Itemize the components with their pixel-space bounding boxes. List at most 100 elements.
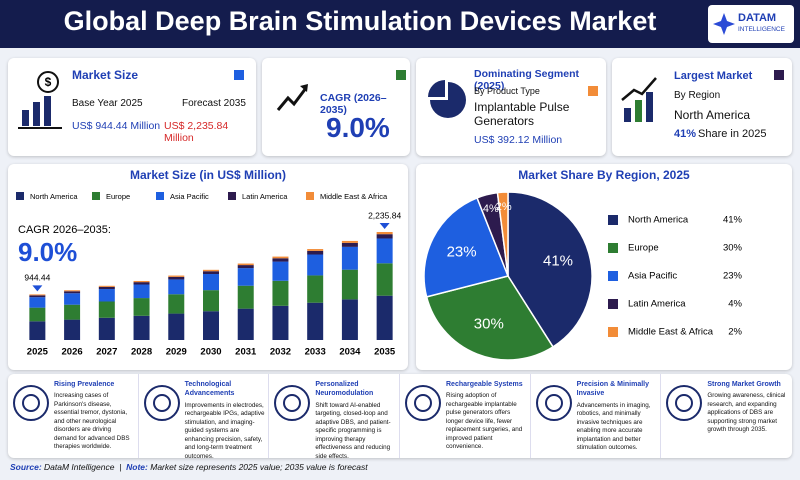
legend-swatch bbox=[608, 327, 618, 337]
footer-label: Note: bbox=[126, 462, 148, 472]
bar-segment bbox=[203, 271, 219, 275]
bar-segment bbox=[237, 265, 254, 269]
bar-segment bbox=[237, 268, 254, 286]
x-tick-label: 2025 bbox=[27, 347, 49, 358]
bar-segment bbox=[133, 284, 150, 299]
x-tick-label: 2033 bbox=[305, 347, 326, 358]
bar-segment bbox=[64, 293, 81, 305]
feature-text: Improvements in electrodes, rechargeable… bbox=[184, 401, 265, 460]
bar-segment bbox=[64, 304, 81, 320]
footer-note: Market size represents 2025 value; 2035 … bbox=[150, 462, 368, 472]
bar-segment bbox=[307, 275, 324, 303]
bar-segment bbox=[376, 295, 393, 340]
icon bbox=[428, 80, 466, 118]
logo-subtext: INTELLIGENCE bbox=[738, 26, 785, 33]
bar-segment bbox=[98, 301, 115, 318]
bar-segment bbox=[98, 289, 115, 302]
pie-panel: Market Share By Region, 2025 41% North Ame… bbox=[416, 164, 792, 370]
bar-segment bbox=[307, 249, 324, 251]
pie-chart: Market Share By Region, 2025 41% North Ame… bbox=[423, 168, 743, 361]
feature-title: Personalized Neuromodulation bbox=[315, 381, 374, 398]
swatch bbox=[774, 70, 784, 80]
x-tick-label: 2034 bbox=[339, 347, 361, 358]
legend-label: Asia Pacific bbox=[170, 192, 209, 201]
bar-segment bbox=[168, 276, 185, 280]
feature-body: Strong Market Growth Growing awareness, c… bbox=[707, 380, 788, 435]
bar-segment bbox=[29, 294, 46, 296]
bar-segment bbox=[341, 242, 358, 247]
bar-segment bbox=[133, 282, 150, 285]
bar-segment bbox=[29, 307, 46, 322]
swatch bbox=[396, 70, 406, 80]
page-title: Global Deep Brain Stimulation Devices Ma… bbox=[63, 6, 657, 36]
bar-segment bbox=[237, 263, 254, 266]
feature-title: Rising Prevalence bbox=[54, 381, 115, 388]
bar-segment bbox=[168, 275, 185, 277]
icon bbox=[276, 84, 308, 111]
feature-title: Precision & Minimally Invasive bbox=[576, 381, 650, 398]
feature-icon bbox=[405, 385, 441, 421]
total-marker bbox=[379, 223, 390, 230]
bar-segment bbox=[98, 285, 115, 287]
slice-label: 23% bbox=[447, 243, 477, 260]
legend-label: Middle East & Africa bbox=[320, 192, 388, 201]
legend-swatch bbox=[16, 192, 24, 200]
feature-text: Advancements in imaging, robotics, and m… bbox=[576, 401, 651, 452]
total-label: 2,235.84 bbox=[368, 210, 401, 220]
x-tick-label: 2031 bbox=[235, 347, 257, 358]
legend-label: Europe bbox=[628, 243, 659, 254]
bar-segment bbox=[307, 254, 324, 276]
bar-segment bbox=[64, 319, 81, 340]
bar-segment bbox=[307, 302, 324, 340]
annotation: 9.0% bbox=[18, 237, 77, 267]
total-marker bbox=[32, 285, 43, 292]
feature: Rechargeable Systems Rising adoption of r… bbox=[400, 374, 531, 458]
legend-value: 2% bbox=[728, 327, 742, 338]
kpi-label: Share in 2025 bbox=[698, 128, 767, 140]
icon bbox=[621, 77, 657, 122]
kpi-title: Dominating Segment (2025) bbox=[474, 68, 580, 92]
feature-title: Rechargeable Systems bbox=[446, 381, 523, 388]
logo-text: DATAM bbox=[738, 12, 777, 24]
feature-icon bbox=[535, 385, 572, 421]
legend-label: Middle East & Africa bbox=[628, 327, 714, 338]
bar-chart: Market Size (in US$ Million) North Americ… bbox=[16, 168, 401, 358]
bar-segment bbox=[272, 305, 289, 340]
bar-segment bbox=[376, 234, 393, 239]
bar-segment bbox=[203, 311, 219, 340]
header: Global Deep Brain Stimulation Devices Ma… bbox=[0, 0, 800, 48]
feature: Rising Prevalence Increasing cases of Par… bbox=[8, 374, 139, 458]
kpi-label: By Product Type bbox=[474, 86, 540, 96]
feature-body: Precision & Minimally Invasive Advancemen… bbox=[577, 380, 658, 453]
swatch bbox=[588, 86, 598, 96]
feature-text: Shift toward AI-enabled targeting, close… bbox=[315, 401, 391, 460]
x-tick-label: 2030 bbox=[200, 347, 221, 358]
bar-segment bbox=[341, 269, 358, 300]
feature-icon bbox=[13, 385, 49, 421]
feature-icon bbox=[274, 385, 311, 421]
feature-body: Rising Prevalence Increasing cases of Par… bbox=[54, 380, 135, 452]
legend-label: Europe bbox=[106, 192, 130, 201]
bar-segment bbox=[29, 297, 46, 308]
bar-segment bbox=[272, 258, 289, 262]
kpi-largest: Largest Market By Region North America 4… bbox=[612, 58, 792, 156]
kpi-title: Largest Market bbox=[674, 70, 753, 82]
x-tick-label: 2032 bbox=[270, 347, 291, 358]
bar-segment bbox=[98, 286, 115, 290]
feature-icon bbox=[666, 385, 703, 421]
slice-label: 4% bbox=[483, 203, 499, 215]
x-tick-label: 2028 bbox=[131, 347, 152, 358]
bar-segment bbox=[203, 274, 219, 291]
kpi-title: CAGR (2026–2035) bbox=[320, 92, 387, 116]
feature-icon bbox=[143, 385, 180, 421]
kpi-label: Base Year 2025 bbox=[72, 98, 143, 109]
footer-label: Source: bbox=[10, 462, 42, 472]
legend-swatch bbox=[608, 243, 618, 253]
kpi-value: US$ 392.12 Million bbox=[474, 134, 563, 146]
bar-segment bbox=[133, 298, 150, 316]
slice-label: 2% bbox=[496, 201, 512, 213]
bar-segment bbox=[341, 246, 358, 270]
bar-segment bbox=[341, 240, 358, 243]
legend-swatch bbox=[306, 192, 314, 200]
